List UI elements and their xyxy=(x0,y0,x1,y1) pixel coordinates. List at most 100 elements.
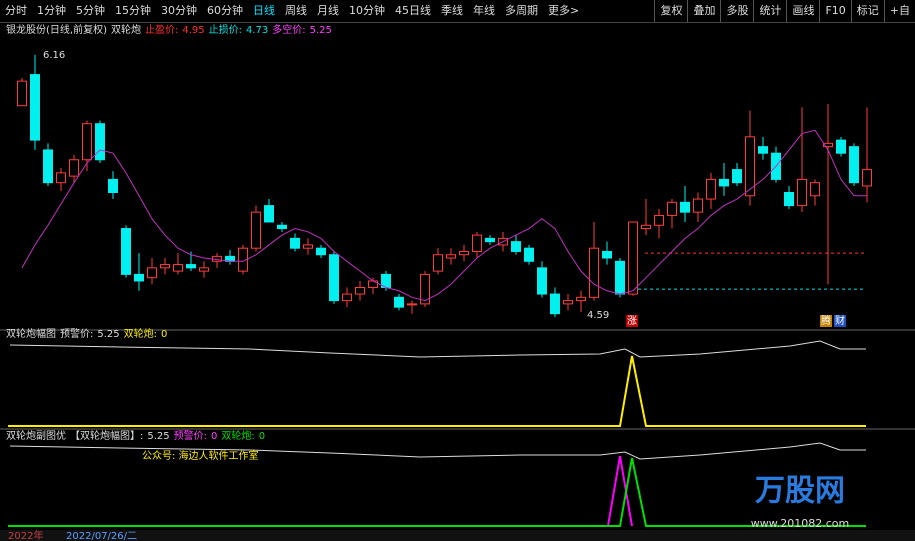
watermark-brand: 万股网 xyxy=(755,474,845,509)
header-text: 双轮炮幅图 xyxy=(6,327,56,340)
candle-body xyxy=(303,244,313,249)
candle-body xyxy=(368,280,378,289)
toolbar-button[interactable]: 更多> xyxy=(548,4,580,17)
candle-body xyxy=(290,237,300,249)
candle-body xyxy=(420,273,430,305)
toolbar-button[interactable]: 年线 xyxy=(473,4,495,17)
toolbar-button[interactable]: +自 xyxy=(883,0,915,22)
candle-body xyxy=(719,178,729,187)
candle-body xyxy=(329,254,339,302)
candle-body xyxy=(524,247,534,262)
candle-body xyxy=(316,247,326,256)
candle-body xyxy=(758,146,768,154)
candle-body xyxy=(43,149,53,184)
candle-body xyxy=(602,250,612,259)
indicator-line xyxy=(9,340,866,358)
candle-body xyxy=(576,296,586,302)
badge-bg xyxy=(834,315,846,327)
badge-bg xyxy=(626,315,638,327)
header-text: 预警价: xyxy=(60,327,93,340)
toolbar-button[interactable]: 15分钟 xyxy=(115,4,151,17)
toolbar-button[interactable]: 5分钟 xyxy=(76,4,105,17)
header-text: 0 xyxy=(211,431,217,442)
candle-body xyxy=(836,139,846,154)
candle-body xyxy=(628,221,638,295)
toolbar-button[interactable]: 多股 xyxy=(720,0,753,22)
header-text: 5.25 xyxy=(147,431,169,442)
toolbar-button[interactable]: 叠加 xyxy=(687,0,720,22)
candle-body xyxy=(17,80,27,107)
toolbar-button[interactable]: 10分钟 xyxy=(349,4,385,17)
footer-bar xyxy=(0,530,915,541)
footer-year: 2022年 xyxy=(8,529,43,541)
toolbar: 分时 1分钟 5分钟 15分钟 30分钟 60分钟 日线 周线 月线 10分钟 45日线 季线 年线 多周… xyxy=(0,0,915,23)
toolbar-button[interactable]: 画线 xyxy=(786,0,819,22)
candle-body xyxy=(95,123,105,161)
candle-body xyxy=(667,201,677,216)
high-label: 6.16 xyxy=(43,50,65,61)
watermark-url: www.201082.com xyxy=(751,517,849,530)
header-text: 0 xyxy=(259,431,265,442)
candle-body xyxy=(472,234,482,252)
candle-body xyxy=(251,211,261,249)
candle-body xyxy=(355,287,365,295)
toolbar-button[interactable]: 复权 xyxy=(654,0,687,22)
signal-line xyxy=(8,457,866,527)
candle-body xyxy=(862,169,872,187)
candle-body xyxy=(654,214,664,226)
header-text: 双轮炮: xyxy=(221,429,254,442)
signal-line xyxy=(8,355,866,427)
badge-bg xyxy=(820,315,832,327)
footer-date: 2022/07/26/二 xyxy=(66,531,137,541)
candle-body xyxy=(56,172,66,184)
toolbar-button[interactable]: 分时 xyxy=(5,4,27,17)
candle-body xyxy=(550,293,560,315)
toolbar-button[interactable]: 统计 xyxy=(753,0,786,22)
toolbar-button[interactable]: F10 xyxy=(819,0,850,22)
header-text: 银龙股份(日线,前复权) xyxy=(6,23,107,36)
candle-body xyxy=(459,250,469,256)
header-text: 0 xyxy=(161,329,167,340)
candle-body xyxy=(732,169,742,184)
toolbar-button[interactable]: 月线 xyxy=(317,4,339,17)
candle-body xyxy=(446,254,456,259)
candle-body xyxy=(511,241,521,252)
candle-body xyxy=(823,142,833,148)
candle-body xyxy=(186,264,196,269)
candle-body xyxy=(615,260,625,295)
note: 公众号: 海边人软件工作室 xyxy=(142,449,259,462)
header-text: 止盈价: xyxy=(145,24,178,36)
toolbar-button[interactable]: 周线 xyxy=(285,4,307,17)
candle-body xyxy=(784,192,794,207)
header-text: 多空价: xyxy=(272,23,305,36)
toolbar-button[interactable]: 多周期 xyxy=(505,4,538,17)
candle-body xyxy=(394,296,404,308)
toolbar-button[interactable]: 标记 xyxy=(850,0,884,22)
header-text: 5.25 xyxy=(310,25,332,36)
candle-body xyxy=(810,182,820,197)
toolbar-button[interactable]: 1分钟 xyxy=(37,4,66,17)
candle-body xyxy=(160,264,170,269)
moving-average xyxy=(21,129,867,302)
candle-body xyxy=(745,136,755,197)
candle-body xyxy=(407,303,417,306)
candle-body xyxy=(706,178,716,200)
candle-body xyxy=(641,224,651,230)
toolbar-button[interactable]: 60分钟 xyxy=(207,4,243,17)
candle-body xyxy=(173,264,183,272)
candle-body xyxy=(342,293,352,302)
header-text: 双轮炮副图优 xyxy=(6,429,66,442)
toolbar-button[interactable]: 30分钟 xyxy=(161,4,197,17)
header-text: 4.73 xyxy=(246,25,268,36)
candle-body xyxy=(797,178,807,207)
toolbar-button[interactable]: 日线 xyxy=(253,4,275,17)
candle-body xyxy=(30,74,40,141)
header-text: 预警价: xyxy=(174,429,207,442)
signal-line xyxy=(607,455,633,527)
toolbar-button[interactable]: 45日线 xyxy=(395,4,431,17)
toolbar-button[interactable]: 季线 xyxy=(441,4,463,17)
candle-body xyxy=(147,267,157,279)
candle-body xyxy=(108,178,118,194)
